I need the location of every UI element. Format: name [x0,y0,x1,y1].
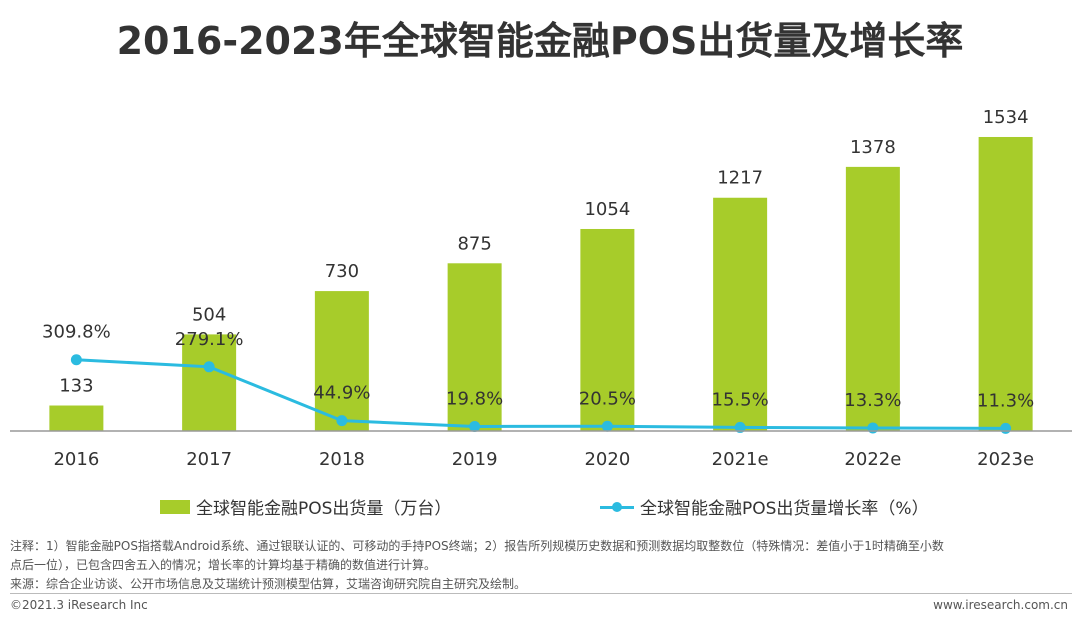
line-point-2017 [203,361,215,373]
bar-label-2023e: 1534 [983,107,1029,128]
x-tick-2023e: 2023e [977,449,1034,470]
legend-line-swatch [600,500,634,514]
legend-line: 全球智能金融POS出货量增长率（%） [600,494,929,519]
line-label-2016: 309.8% [42,322,111,343]
line-label-2022e: 13.3% [844,390,901,411]
growth-line [76,358,1006,430]
note-source: 来源：综合企业访谈、公开市场信息及艾瑞统计预测模型估算，艾瑞咨询研究院自主研究及… [10,577,527,591]
line-point-2018 [336,415,348,427]
x-tick-2022e: 2022e [844,449,901,470]
x-tick-2016: 2016 [53,449,99,470]
x-tick-2020: 2020 [584,449,630,470]
bar-2020 [580,228,635,431]
chart-title: 2016-2023年全球智能金融POS出货量及增长率 [116,19,964,63]
bar-series: 133 504 730 875 1054 1217 1378 1534 [49,107,1033,431]
line-label-2019: 19.8% [446,388,503,409]
x-tick-2019: 2019 [452,449,498,470]
line-point-2023e [1000,422,1012,434]
footer-divider [10,593,1072,594]
line-label-2017: 279.1% [175,329,244,350]
footer-website: www.iresearch.com.cn [933,598,1068,612]
line-point-2016 [70,354,82,366]
bar-2022e [845,166,900,431]
bar-2016 [49,405,104,431]
bar-2018 [314,291,369,431]
line-label-2018: 44.9% [313,383,370,404]
line-label-2021e: 15.5% [712,389,769,410]
bar-2023e [978,136,1033,431]
bar-label-2022e: 1378 [850,137,896,158]
legend-bar: 全球智能金融POS出货量（万台） [160,494,451,519]
bar-2017 [182,334,237,431]
x-tick-2017: 2017 [186,449,232,470]
line-label-2020: 20.5% [579,388,636,409]
footer-copyright: ©2021.3 iResearch Inc [10,598,148,612]
note-line-1: 注释：1）智能金融POS指搭载Android系统、通过银联认证的、可移动的手持P… [10,539,944,553]
note-line-2: 点后一位），已包含四舍五入的情况；增长率的计算均基于精确的数值进行计算。 [10,558,437,572]
x-tick-2018: 2018 [319,449,365,470]
x-tick-labels: 2016 2017 2018 2019 2020 2021e 2022e 2023e [53,449,1034,470]
line-series: 309.8% 279.1% 44.9% 19.8% 20.5% 15.5% 13.3% 11.… [42,322,1034,434]
line-point-2022e [867,422,879,434]
bar-label-2020: 1054 [584,199,630,220]
x-tick-2021e: 2021e [712,449,769,470]
bar-label-2016: 133 [59,376,93,397]
line-label-2023e: 11.3% [977,390,1034,411]
bar-2021e [713,197,768,431]
bar-label-2017: 504 [192,304,226,325]
line-point-2019 [469,420,481,432]
legend-bar-swatch [160,499,190,514]
line-point-2020 [601,420,613,432]
bar-label-2019: 875 [457,233,491,254]
chart-plot: 133 504 730 875 1054 1217 1378 1534 309.8% 279.1… [10,107,1072,470]
legend-bar-label: 全球智能金融POS出货量（万台） [196,499,452,519]
bar-label-2018: 730 [325,261,359,282]
bar-label-2021e: 1217 [717,168,763,189]
bar-2019 [447,263,502,431]
chart-notes: 注释：1）智能金融POS指搭载Android系统、通过银联认证的、可移动的手持P… [10,537,1070,594]
legend-line-label: 全球智能金融POS出货量增长率（%） [640,499,929,519]
line-point-2021e [734,421,746,433]
